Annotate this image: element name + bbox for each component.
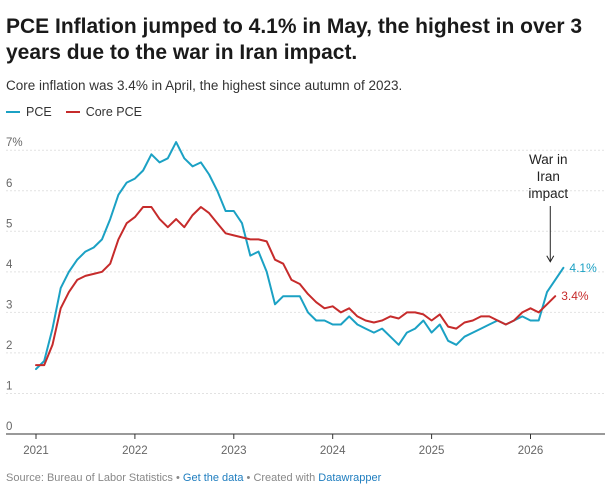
annotation-text: impact <box>528 186 568 201</box>
get-the-data-link[interactable]: Get the data <box>182 472 244 484</box>
y-tick-label: 0 <box>6 421 12 433</box>
end-labels: 4.1% 3.4% <box>561 261 597 303</box>
y-tick-label: 3 <box>6 299 12 311</box>
annotation-text: War in <box>529 152 568 167</box>
y-axis-ticks: 0 1 2 3 4 5 6 7% <box>6 137 23 433</box>
end-label: 4.1% <box>569 261 597 275</box>
y-tick-label: 4 <box>6 259 13 271</box>
y-tick-label: 6 <box>6 178 12 190</box>
series-line-pce <box>35 141 565 371</box>
created-with-text: Created with <box>253 472 316 484</box>
footer-sep: • <box>246 472 251 484</box>
series-lines <box>35 141 565 371</box>
y-tick-label: 2 <box>6 340 12 352</box>
legend-label-pce: PCE <box>26 105 52 119</box>
source-text: Source: Bureau of Labor Statistics <box>6 472 173 484</box>
legend-swatch-pce <box>6 111 20 113</box>
x-axis-ticks: 2021 2022 2023 2024 2025 2026 <box>23 434 543 457</box>
y-tick-label: 5 <box>6 218 12 230</box>
legend: PCE Core PCE <box>6 105 142 119</box>
x-tick-label: 2023 <box>221 445 247 457</box>
chart-title: PCE Inflation jumped to 4.1% in May, the… <box>6 15 583 64</box>
footer: Source: Bureau of Labor Statistics • Get… <box>6 472 381 484</box>
grid-lines <box>6 149 605 435</box>
legend-item-pce: PCE <box>6 105 52 119</box>
x-tick-label: 2021 <box>23 445 49 457</box>
y-tick-label: 1 <box>6 380 12 392</box>
footer-sep: • <box>176 472 180 484</box>
series-line-core-pce <box>35 206 557 367</box>
legend-label-core-pce: Core PCE <box>85 105 142 119</box>
annotation-arrow-head <box>546 255 555 263</box>
x-tick-label: 2024 <box>320 445 346 457</box>
x-tick-label: 2026 <box>518 445 544 457</box>
end-label: 3.4% <box>561 289 589 303</box>
chart-subtitle: Core inflation was 3.4% in April, the hi… <box>6 78 403 93</box>
line-chart: 0 1 2 3 4 5 6 7% 2021 2022 2023 2024 2025 2026 War i… <box>6 137 605 457</box>
legend-item-core-pce: Core PCE <box>65 105 142 119</box>
y-tick-label: 7% <box>6 137 23 149</box>
x-tick-label: 2022 <box>122 445 148 457</box>
x-tick-label: 2025 <box>419 445 445 457</box>
legend-swatch-core-pce <box>65 111 80 113</box>
annotation-group: War in Iran impact <box>528 152 568 263</box>
datawrapper-link[interactable]: Datawrapper <box>318 472 382 484</box>
annotation-text: Iran <box>537 169 560 184</box>
